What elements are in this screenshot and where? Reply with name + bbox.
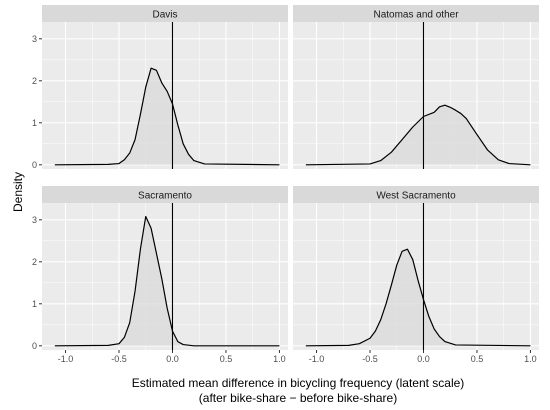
x-tick-label: 1.0 <box>524 354 537 364</box>
y-axis-title: Density <box>11 172 25 212</box>
strip-davis <box>42 5 288 22</box>
x-tick-label: -1.0 <box>309 354 325 364</box>
y-tick-label: 2 <box>32 257 37 267</box>
y-tick-label: 3 <box>32 34 37 44</box>
strip-sacramento <box>42 186 288 203</box>
density-area-sacramento <box>54 216 280 346</box>
strip-label-sacramento: Sacramento <box>138 191 192 202</box>
y-tick-label: 0 <box>32 160 37 170</box>
facet-panel-west-sacramento: West Sacramento -1.0 -0.5 0.0 0.5 1.0 <box>293 186 539 364</box>
strip-label-west-sacramento: West Sacramento <box>376 191 456 202</box>
density-line-west-sacramento <box>305 248 531 347</box>
x-tick-label: 0.0 <box>417 354 430 364</box>
x-tick-label: 0.0 <box>166 354 179 364</box>
y-tick-label: 1 <box>32 299 37 309</box>
facet-panel-davis: Davis 0 1 2 3 <box>32 5 288 170</box>
x-tick-label: -0.5 <box>111 354 127 364</box>
x-axis-title-line-1: Estimated mean difference in bicycling f… <box>132 376 465 390</box>
strip-label-natomas-and-other: Natomas and other <box>373 10 459 21</box>
facet-panel-natomas-and-other: Natomas and other <box>293 5 539 169</box>
density-area-davis <box>54 68 280 165</box>
density-line-sacramento <box>54 215 280 347</box>
x-tick-label: 0.5 <box>220 354 233 364</box>
density-line-davis <box>54 67 280 166</box>
density-line-natomas-and-other <box>305 104 531 166</box>
x-tick-label: 0.5 <box>471 354 484 364</box>
x-tick-label: -1.0 <box>58 354 74 364</box>
x-tick-label: 1.0 <box>273 354 286 364</box>
facet-panel-sacramento: Sacramento 0 1 2 3 -1.0 -0.5 0.0 0.5 1.0 <box>32 186 288 364</box>
y-tick-label: 1 <box>32 118 37 128</box>
strip-natomas-and-other <box>293 5 539 22</box>
x-axis-title-line-2: (after bike-share − before bike-share) <box>199 391 397 405</box>
density-area-natomas-and-other <box>305 105 531 165</box>
y-tick-label: 0 <box>32 341 37 351</box>
y-tick-label: 2 <box>32 76 37 86</box>
y-tick-label: 3 <box>32 215 37 225</box>
density-area-west-sacramento <box>305 249 531 346</box>
strip-west-sacramento <box>293 186 539 203</box>
strip-label-davis: Davis <box>152 10 177 21</box>
x-tick-label: -0.5 <box>362 354 378 364</box>
